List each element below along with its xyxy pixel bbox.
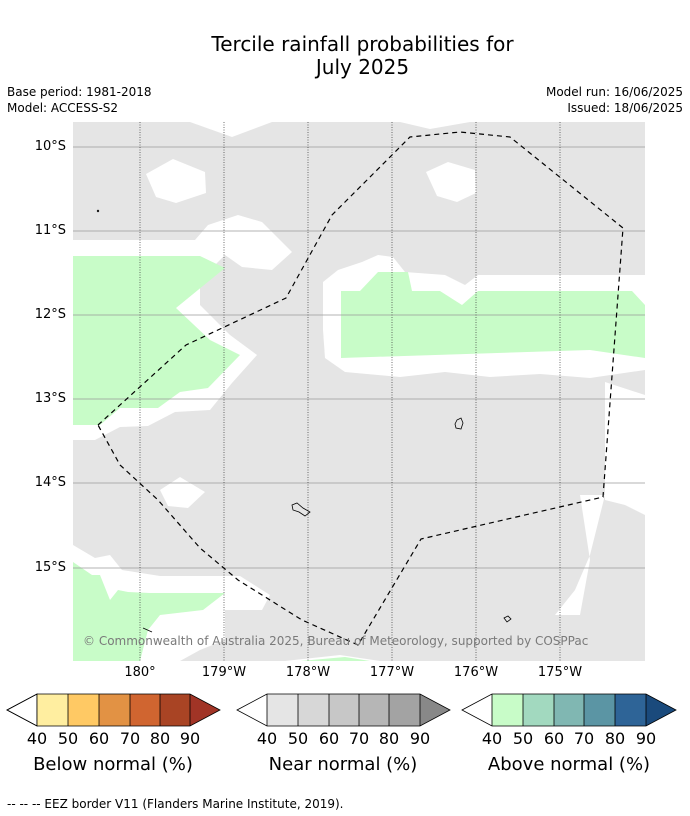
above-tick-70: 70 (573, 729, 595, 748)
above-tick-60: 60 (543, 729, 565, 748)
below-tick-80: 80 (149, 729, 171, 748)
coastlines (96, 209, 512, 633)
lon-label-178w: 178°W (285, 665, 331, 680)
model-run: Model run: 16/06/2025 (545, 85, 683, 99)
colorbar-below-normal (6, 693, 221, 727)
below-normal-title: Below normal (%) (33, 754, 193, 775)
near-tick-80: 80 (378, 729, 400, 748)
near-tick-40: 40 (256, 729, 278, 748)
copyright-notice: © Commonwealth of Australia 2025, Bureau… (83, 634, 589, 648)
lat-label-10s: 10°S (34, 139, 66, 154)
below-tick-90: 90 (179, 729, 201, 748)
lon-label-177w: 177°W (369, 665, 415, 680)
lon-label-175w: 175°W (537, 665, 583, 680)
issued-date: Issued: 18/06/2025 (567, 101, 683, 115)
lat-label-13s: 13°S (34, 391, 66, 406)
near-tick-70: 70 (348, 729, 370, 748)
lat-label-15s: 15°S (34, 560, 66, 575)
above-normal-title: Above normal (%) (487, 754, 651, 775)
colorbar-near-normal (236, 693, 451, 727)
map-title-line1: Tercile rainfall probabilities for (211, 32, 514, 56)
above-tick-90: 90 (635, 729, 657, 748)
map-title-line2: July 2025 (315, 55, 410, 79)
lat-label-12s: 12°S (34, 307, 66, 322)
near-tick-60: 60 (318, 729, 340, 748)
eez-border (97, 131, 624, 646)
above-tick-80: 80 (604, 729, 626, 748)
above-tick-50: 50 (512, 729, 534, 748)
lon-label-179w: 179°W (201, 665, 247, 680)
near-normal-title: Near normal (%) (268, 754, 418, 775)
below-tick-70: 70 (119, 729, 141, 748)
eez-footnote: -- -- -- EEZ border V11 (Flanders Marine… (7, 797, 344, 811)
near-tick-90: 90 (409, 729, 431, 748)
gridlines (73, 146, 645, 569)
lat-label-11s: 11°S (34, 223, 66, 238)
lon-label-180: 180° (124, 665, 156, 680)
lat-label-14s: 14°S (34, 475, 66, 490)
lon-label-176w: 176°W (453, 665, 499, 680)
near-tick-50: 50 (287, 729, 309, 748)
below-tick-60: 60 (88, 729, 110, 748)
below-tick-40: 40 (26, 729, 48, 748)
below-tick-50: 50 (57, 729, 79, 748)
model-name: Model: ACCESS-S2 (7, 101, 119, 115)
colorbar-above-normal (461, 693, 677, 727)
above-tick-40: 40 (481, 729, 503, 748)
base-period: Base period: 1981-2018 (7, 85, 152, 99)
